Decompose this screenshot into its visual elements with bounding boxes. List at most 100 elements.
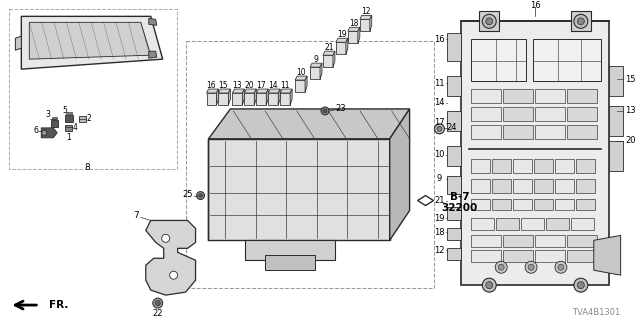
Bar xyxy=(576,198,595,211)
Text: 18: 18 xyxy=(434,228,445,237)
Bar xyxy=(535,250,565,262)
Polygon shape xyxy=(216,89,218,105)
Bar xyxy=(65,115,73,122)
Polygon shape xyxy=(244,89,256,93)
Bar xyxy=(447,111,461,131)
Bar xyxy=(51,120,58,127)
Bar xyxy=(447,206,461,220)
Bar xyxy=(535,236,565,247)
Polygon shape xyxy=(209,139,390,240)
Text: 9: 9 xyxy=(437,174,442,183)
Bar xyxy=(336,42,346,54)
Polygon shape xyxy=(266,89,268,105)
Bar xyxy=(471,250,501,262)
Polygon shape xyxy=(21,16,163,69)
Text: 24: 24 xyxy=(446,123,457,132)
Bar xyxy=(521,219,544,230)
Circle shape xyxy=(483,278,496,292)
Polygon shape xyxy=(209,109,410,139)
Bar xyxy=(471,179,490,193)
Polygon shape xyxy=(336,38,348,42)
Text: 16: 16 xyxy=(434,35,445,44)
Polygon shape xyxy=(310,63,322,67)
Polygon shape xyxy=(148,18,157,25)
Text: 5: 5 xyxy=(63,107,68,116)
Bar xyxy=(567,89,596,103)
Polygon shape xyxy=(207,89,218,93)
Bar xyxy=(492,159,511,173)
Bar xyxy=(503,107,533,121)
Polygon shape xyxy=(295,76,307,80)
Circle shape xyxy=(156,300,160,306)
Text: 14: 14 xyxy=(268,81,278,90)
Circle shape xyxy=(495,261,507,273)
Bar xyxy=(265,255,315,270)
Bar xyxy=(567,250,596,262)
Bar xyxy=(609,106,623,136)
Polygon shape xyxy=(268,89,280,93)
Bar xyxy=(609,141,623,171)
Bar xyxy=(471,219,494,230)
Text: 20: 20 xyxy=(625,136,636,145)
Bar xyxy=(186,41,435,288)
Bar xyxy=(609,66,623,96)
Polygon shape xyxy=(360,15,372,19)
Bar xyxy=(471,89,501,103)
Polygon shape xyxy=(41,128,57,138)
Bar xyxy=(447,248,461,260)
Text: 15: 15 xyxy=(625,75,636,84)
Polygon shape xyxy=(594,236,621,275)
Circle shape xyxy=(555,261,567,273)
Text: B-7: B-7 xyxy=(449,192,469,202)
Bar xyxy=(323,55,333,67)
Circle shape xyxy=(525,261,537,273)
Bar xyxy=(244,93,254,105)
Bar xyxy=(218,93,228,105)
Text: 12: 12 xyxy=(434,246,445,255)
Bar xyxy=(535,107,565,121)
Bar xyxy=(471,198,490,211)
Text: 25: 25 xyxy=(182,190,193,199)
Bar xyxy=(65,125,72,131)
Circle shape xyxy=(486,282,493,289)
Bar xyxy=(471,39,526,81)
Polygon shape xyxy=(358,27,360,43)
Circle shape xyxy=(162,234,170,242)
Polygon shape xyxy=(280,89,292,93)
Bar xyxy=(534,179,553,193)
Circle shape xyxy=(498,264,504,270)
Text: 19: 19 xyxy=(434,214,445,223)
Text: 13: 13 xyxy=(232,81,242,90)
Bar xyxy=(360,19,370,31)
Bar xyxy=(567,125,596,139)
Polygon shape xyxy=(243,89,244,105)
Text: 2: 2 xyxy=(86,114,92,124)
Bar xyxy=(232,93,243,105)
Polygon shape xyxy=(479,12,499,31)
Bar xyxy=(79,116,86,122)
Text: 21: 21 xyxy=(434,196,445,205)
Polygon shape xyxy=(346,38,348,54)
Circle shape xyxy=(574,278,588,292)
Circle shape xyxy=(199,194,202,197)
Bar xyxy=(503,250,533,262)
Bar xyxy=(503,236,533,247)
Polygon shape xyxy=(146,220,196,295)
Text: 8: 8 xyxy=(84,163,90,172)
Bar xyxy=(492,198,511,211)
Bar xyxy=(496,219,519,230)
Polygon shape xyxy=(333,51,335,67)
Polygon shape xyxy=(370,15,372,31)
Polygon shape xyxy=(390,109,410,240)
Circle shape xyxy=(577,18,584,25)
Text: 9: 9 xyxy=(314,55,319,64)
Bar xyxy=(503,125,533,139)
Text: 23: 23 xyxy=(335,104,346,114)
Bar xyxy=(471,236,501,247)
Bar xyxy=(533,39,601,81)
Circle shape xyxy=(42,130,47,135)
Polygon shape xyxy=(323,51,335,55)
Bar xyxy=(52,117,57,120)
Text: 1: 1 xyxy=(66,133,70,142)
Polygon shape xyxy=(254,89,256,105)
